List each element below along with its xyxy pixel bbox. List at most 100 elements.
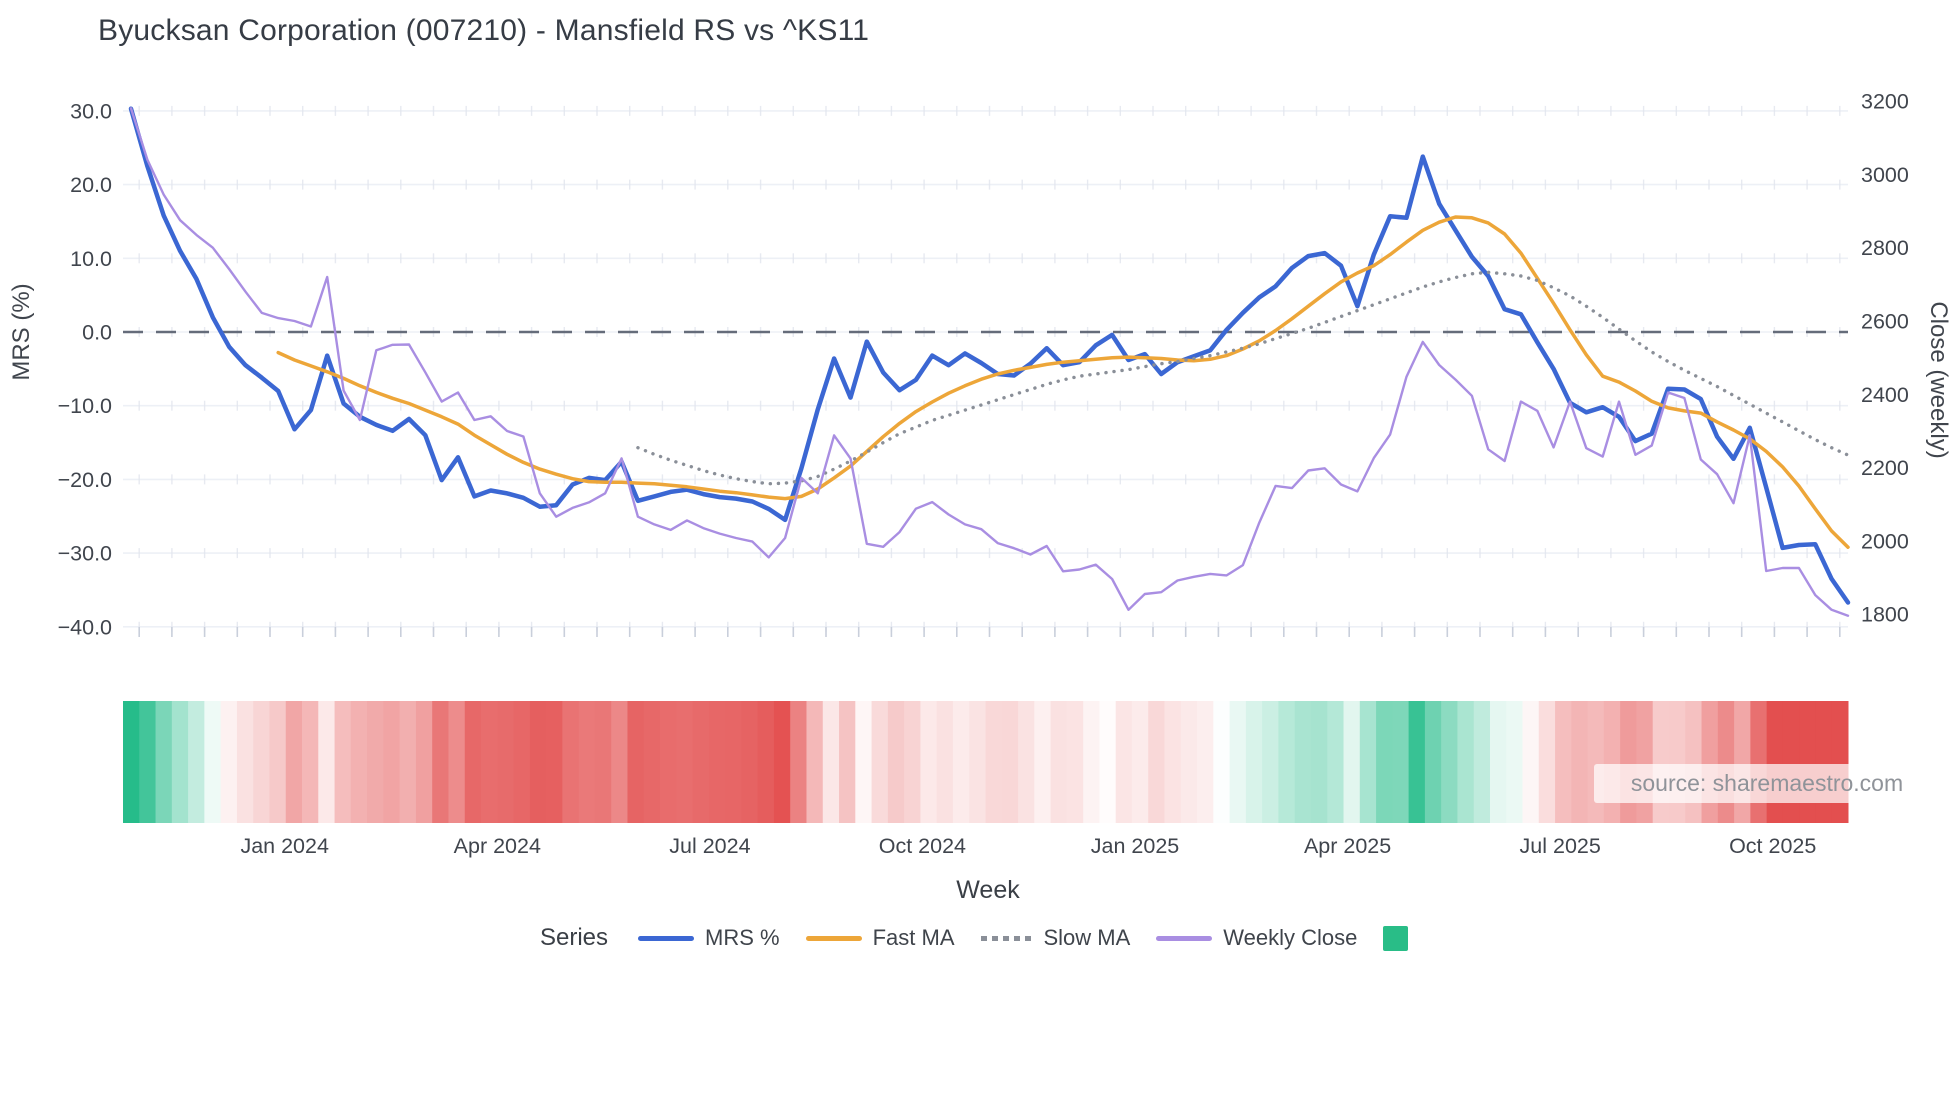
heatmap-cell xyxy=(1083,701,1100,823)
heatmap-cell xyxy=(708,701,726,823)
heatmap-cell xyxy=(253,701,270,823)
heatmap-cell xyxy=(188,701,205,823)
heatmap-cell xyxy=(1359,701,1377,823)
heatmap-cell xyxy=(236,701,254,823)
right-tick-label: 2000 xyxy=(1861,529,1909,553)
right-tick-label: 2600 xyxy=(1861,310,1909,334)
heatmap-cell xyxy=(318,701,336,823)
heatmap-cell xyxy=(741,701,759,823)
heatmap-cell xyxy=(1164,701,1182,823)
legend-items: MRS % Fast MA Slow MA Weekly Close xyxy=(638,925,1409,951)
left-tick-label: 30.0 xyxy=(70,99,112,123)
right-tick-label: 3200 xyxy=(1861,90,1909,114)
heatmap-cell xyxy=(399,701,417,823)
right-axis-title: Close (weekly) xyxy=(1925,301,1952,459)
heatmap-cell xyxy=(1815,701,1833,823)
heatmap-cell xyxy=(855,701,873,823)
heatmap-cell xyxy=(1489,701,1507,823)
heatmap-cell xyxy=(676,701,694,823)
left-tick-label: −40.0 xyxy=(58,615,112,639)
right-tick-label: 1800 xyxy=(1861,603,1909,627)
heatmap-cell xyxy=(1766,701,1784,823)
heatmap-cell xyxy=(220,701,238,823)
heatmap-cell xyxy=(1620,701,1637,823)
heatmap-cell xyxy=(1571,701,1589,823)
heatmap-cell xyxy=(285,701,303,823)
legend-item-heatmap xyxy=(1383,925,1409,951)
heatmap-cell xyxy=(1408,701,1426,823)
legend-item-mrs-: MRS % xyxy=(638,925,780,951)
heatmap-cell xyxy=(334,701,352,823)
left-tick-label: −30.0 xyxy=(58,542,112,566)
heatmap-cell xyxy=(822,701,840,823)
legend-item-label: Slow MA xyxy=(1043,925,1131,950)
heatmap-cell xyxy=(1278,701,1296,823)
heatmap-cell xyxy=(1310,701,1328,823)
heatmap-cell xyxy=(1555,701,1572,823)
heatmap-cell xyxy=(936,701,954,823)
left-tick-label: 10.0 xyxy=(70,247,112,271)
line-swatch-icon xyxy=(805,935,862,941)
heatmap-cell xyxy=(1001,701,1019,823)
heatmap-cell xyxy=(1750,701,1768,823)
heatmap-cell xyxy=(1115,701,1133,823)
heatmap-cell xyxy=(773,701,791,823)
heatmap-strip xyxy=(123,701,1849,823)
legend-item-label: MRS % xyxy=(705,925,780,950)
heatmap-cell xyxy=(725,701,742,823)
heatmap-cell xyxy=(1587,701,1605,823)
heatmap-cell xyxy=(904,701,921,823)
heatmap-cell xyxy=(757,701,775,823)
heatmap-cell xyxy=(1099,701,1117,823)
heatmap-cell xyxy=(1717,701,1735,823)
heatmap-cell xyxy=(660,701,677,823)
legend-item-label: Weekly Close xyxy=(1223,925,1358,950)
heatmap-cell xyxy=(985,701,1003,823)
heatmap-cell xyxy=(1685,701,1703,823)
heatmap-cell xyxy=(1376,701,1393,823)
heatmap-cell xyxy=(1782,701,1800,823)
x-tick-label: Jan 2025 xyxy=(1091,834,1180,858)
heatmap-cell xyxy=(1636,701,1654,823)
heatmap-cell xyxy=(920,701,938,823)
heatmap-cell xyxy=(1441,701,1458,823)
heatmap-cell xyxy=(1294,701,1312,823)
legend-title: Series xyxy=(540,924,609,951)
heatmap-cell xyxy=(1668,701,1686,823)
series-line-weekly-close xyxy=(129,107,1850,617)
heatmap-cell xyxy=(692,701,710,823)
heatmap-cell xyxy=(1197,701,1214,823)
heatmap-cell xyxy=(204,701,222,823)
left-tick-label: 20.0 xyxy=(70,173,112,197)
heatmap-cell xyxy=(529,701,547,823)
x-tick-label: Oct 2024 xyxy=(879,834,966,858)
heatmap-cell xyxy=(1538,701,1556,823)
heatmap-cell xyxy=(806,701,824,823)
legend-item-slow-ma: Slow MA xyxy=(980,925,1131,951)
heatmap-cell xyxy=(1245,701,1263,823)
series-line-mrs- xyxy=(128,106,1851,605)
heatmap-cell xyxy=(1213,701,1231,823)
heatmap-cell xyxy=(513,701,531,823)
heatmap-cell xyxy=(155,701,173,823)
gridlines xyxy=(123,110,1848,628)
heatmap-cell xyxy=(1457,701,1475,823)
heatmap-cell xyxy=(1701,701,1719,823)
x-axis-title: Week xyxy=(956,876,1020,904)
heatmap-cell xyxy=(1473,701,1491,823)
line-swatch-icon xyxy=(638,935,695,941)
axis-tick-labels: 30.0 20.0 10.0 0.0 −10.0 −20.0 −30.0 −40.0 3200 3… xyxy=(58,90,1909,858)
heatmap-cell xyxy=(1327,701,1345,823)
heatmap-cell xyxy=(448,701,466,823)
heatmap-cell xyxy=(171,701,189,823)
heatmap-cell xyxy=(350,701,368,823)
heatmap-cell xyxy=(839,701,856,823)
heatmap-cell xyxy=(790,701,807,823)
heatmap-cell xyxy=(1424,701,1442,823)
series-line-fast-ma xyxy=(276,215,1850,549)
heatmap-cell xyxy=(464,701,482,823)
heatmap-cell xyxy=(1034,701,1052,823)
x-tick-label: Jan 2024 xyxy=(240,834,329,858)
left-axis-title: MRS (%) xyxy=(8,283,35,381)
heatmap-cell xyxy=(562,701,580,823)
